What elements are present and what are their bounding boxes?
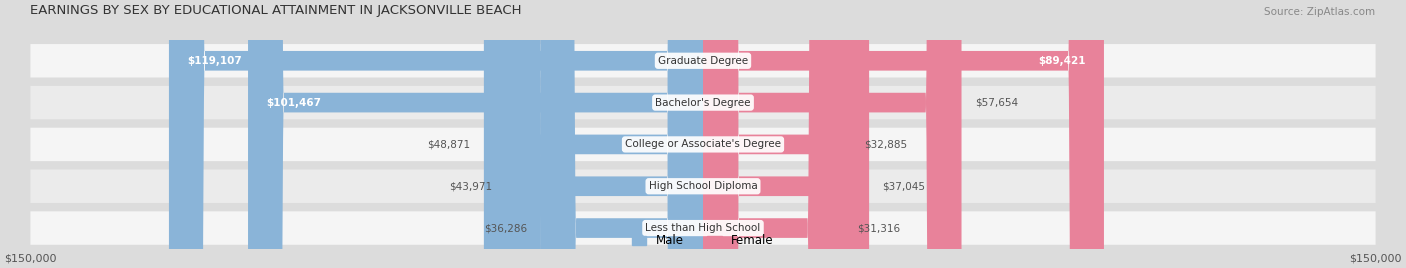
Text: $36,286: $36,286	[484, 223, 527, 233]
FancyBboxPatch shape	[31, 170, 1375, 203]
FancyBboxPatch shape	[169, 0, 703, 268]
FancyBboxPatch shape	[31, 44, 1375, 77]
FancyBboxPatch shape	[31, 86, 1375, 119]
Text: $119,107: $119,107	[187, 56, 242, 66]
Text: $37,045: $37,045	[883, 181, 925, 191]
FancyBboxPatch shape	[703, 0, 869, 268]
Text: High School Diploma: High School Diploma	[648, 181, 758, 191]
Text: $101,467: $101,467	[266, 98, 321, 107]
FancyBboxPatch shape	[506, 0, 703, 268]
FancyBboxPatch shape	[703, 0, 844, 268]
FancyBboxPatch shape	[703, 0, 1104, 268]
Text: College or Associate's Degree: College or Associate's Degree	[626, 139, 780, 150]
Text: $89,421: $89,421	[1039, 56, 1085, 66]
Text: Source: ZipAtlas.com: Source: ZipAtlas.com	[1264, 7, 1375, 17]
FancyBboxPatch shape	[703, 0, 851, 268]
FancyBboxPatch shape	[247, 0, 703, 268]
Text: $48,871: $48,871	[427, 139, 471, 150]
Text: Bachelor's Degree: Bachelor's Degree	[655, 98, 751, 107]
Text: $43,971: $43,971	[450, 181, 492, 191]
Legend: Male, Female: Male, Female	[633, 234, 773, 247]
FancyBboxPatch shape	[31, 211, 1375, 245]
FancyBboxPatch shape	[703, 0, 962, 268]
FancyBboxPatch shape	[540, 0, 703, 268]
Text: Less than High School: Less than High School	[645, 223, 761, 233]
Text: $57,654: $57,654	[974, 98, 1018, 107]
FancyBboxPatch shape	[484, 0, 703, 268]
FancyBboxPatch shape	[31, 128, 1375, 161]
Text: Graduate Degree: Graduate Degree	[658, 56, 748, 66]
Text: EARNINGS BY SEX BY EDUCATIONAL ATTAINMENT IN JACKSONVILLE BEACH: EARNINGS BY SEX BY EDUCATIONAL ATTAINMEN…	[31, 4, 522, 17]
Text: $32,885: $32,885	[863, 139, 907, 150]
Text: $31,316: $31,316	[856, 223, 900, 233]
